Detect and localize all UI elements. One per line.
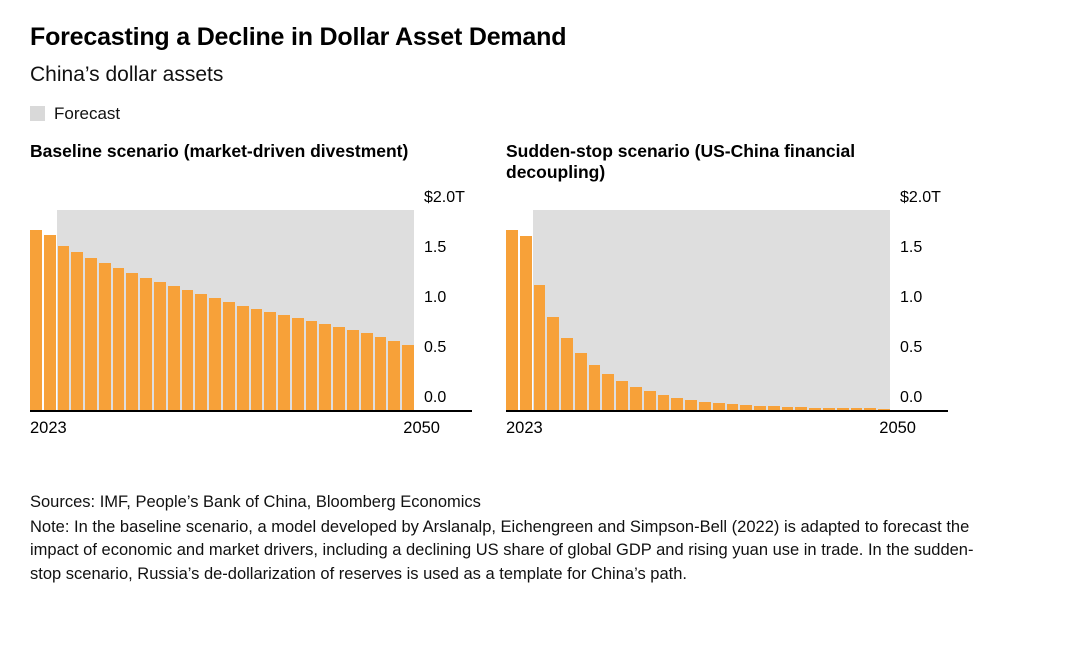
charts-row: Baseline scenario (market-driven divestm… <box>30 141 1045 443</box>
bar <box>878 408 890 410</box>
bars-area <box>506 209 890 410</box>
bar <box>809 407 821 410</box>
bar <box>333 326 345 410</box>
legend-label: Forecast <box>54 103 121 123</box>
y-axis-labels: $2.0T 1.5 1.0 0.5 0.0 <box>414 189 472 410</box>
bar <box>506 229 518 410</box>
forecast-swatch-icon <box>30 106 45 121</box>
bar <box>671 397 684 410</box>
y-axis-tick-label: 0.0 <box>900 388 923 406</box>
y-axis-tick-label: 1.5 <box>424 238 447 256</box>
bar <box>236 305 249 410</box>
bar <box>264 311 277 410</box>
bar <box>222 301 235 410</box>
bar <box>167 285 180 410</box>
x-axis-label-end: 2050 <box>879 418 916 437</box>
bar <box>278 314 290 410</box>
bar <box>305 320 318 410</box>
y-axis-tick-label: 0.5 <box>424 338 447 356</box>
x-axis-labels: 2023 2050 <box>30 419 472 443</box>
bar <box>781 406 794 410</box>
bar <box>712 402 725 410</box>
note-text: Note: In the baseline scenario, a model … <box>30 517 974 583</box>
bar <box>126 272 139 410</box>
bar <box>754 405 766 410</box>
y-axis-tick-label: 0.0 <box>424 388 447 406</box>
bar <box>795 407 808 410</box>
bar <box>547 316 560 410</box>
x-axis-label-end: 2050 <box>403 418 440 437</box>
bar <box>319 323 332 410</box>
bar <box>850 408 863 410</box>
bar <box>616 380 629 410</box>
bar <box>57 245 70 410</box>
bar <box>574 352 587 410</box>
plot-area: $2.0T 1.5 1.0 0.5 0.0 <box>30 189 472 412</box>
chart-baseline-scenario: Baseline scenario (market-driven divestm… <box>30 141 472 443</box>
plot-area: $2.0T 1.5 1.0 0.5 0.0 <box>506 189 948 412</box>
bar <box>740 404 753 410</box>
y-axis-tick-label: 0.5 <box>900 338 923 356</box>
bar <box>43 234 56 410</box>
bar <box>98 262 111 410</box>
y-axis-tick-label: $2.0T <box>900 188 941 206</box>
chart-heading: Baseline scenario (market-driven divestm… <box>30 140 409 161</box>
x-axis-label-start: 2023 <box>30 418 67 437</box>
page-title: Forecasting a Decline in Dollar Asset De… <box>30 23 567 51</box>
bar <box>374 336 387 410</box>
bar <box>533 284 546 410</box>
bar <box>519 235 532 410</box>
footer: Sources: IMF, People’s Bank of China, Bl… <box>30 491 1045 587</box>
legend: Forecast <box>30 104 1045 124</box>
y-axis-tick-label: 1.0 <box>900 288 923 306</box>
sources-text: Sources: IMF, People’s Bank of China, Bl… <box>30 492 481 511</box>
bar <box>291 317 304 410</box>
chart-sudden-stop-scenario: Sudden-stop scenario (US-China financial… <box>506 141 948 443</box>
bar <box>630 386 642 410</box>
x-axis-labels: 2023 2050 <box>506 419 948 443</box>
y-axis-tick-label: 1.5 <box>900 238 923 256</box>
bar <box>388 340 401 410</box>
bar <box>657 394 670 410</box>
bar <box>643 390 656 410</box>
bar <box>726 403 739 410</box>
bar <box>822 407 835 410</box>
y-axis-labels: $2.0T 1.5 1.0 0.5 0.0 <box>890 189 948 410</box>
bar <box>602 373 615 410</box>
bar <box>195 293 208 410</box>
bar-series <box>506 210 890 410</box>
bar <box>181 289 194 410</box>
bar <box>71 251 84 410</box>
bar <box>112 267 125 410</box>
bar <box>836 408 849 410</box>
bar <box>250 308 263 410</box>
chart-heading: Sudden-stop scenario (US-China financial… <box>506 140 856 183</box>
bar <box>561 337 573 410</box>
bar <box>154 281 166 410</box>
bar <box>360 332 373 410</box>
bar <box>685 399 697 410</box>
bar <box>864 408 877 410</box>
bar <box>30 229 42 410</box>
bar <box>402 344 414 410</box>
bar <box>767 406 780 410</box>
bar <box>209 297 221 410</box>
bar-series <box>30 210 414 410</box>
bar <box>698 401 711 410</box>
page-subtitle: China’s dollar assets <box>30 62 224 86</box>
y-axis-tick-label: $2.0T <box>424 188 465 206</box>
bar <box>140 277 153 410</box>
y-axis-tick-label: 1.0 <box>424 288 447 306</box>
bar <box>346 329 359 410</box>
x-axis-label-start: 2023 <box>506 418 543 437</box>
bar <box>588 364 601 410</box>
bar <box>85 257 97 410</box>
bars-area <box>30 209 414 410</box>
